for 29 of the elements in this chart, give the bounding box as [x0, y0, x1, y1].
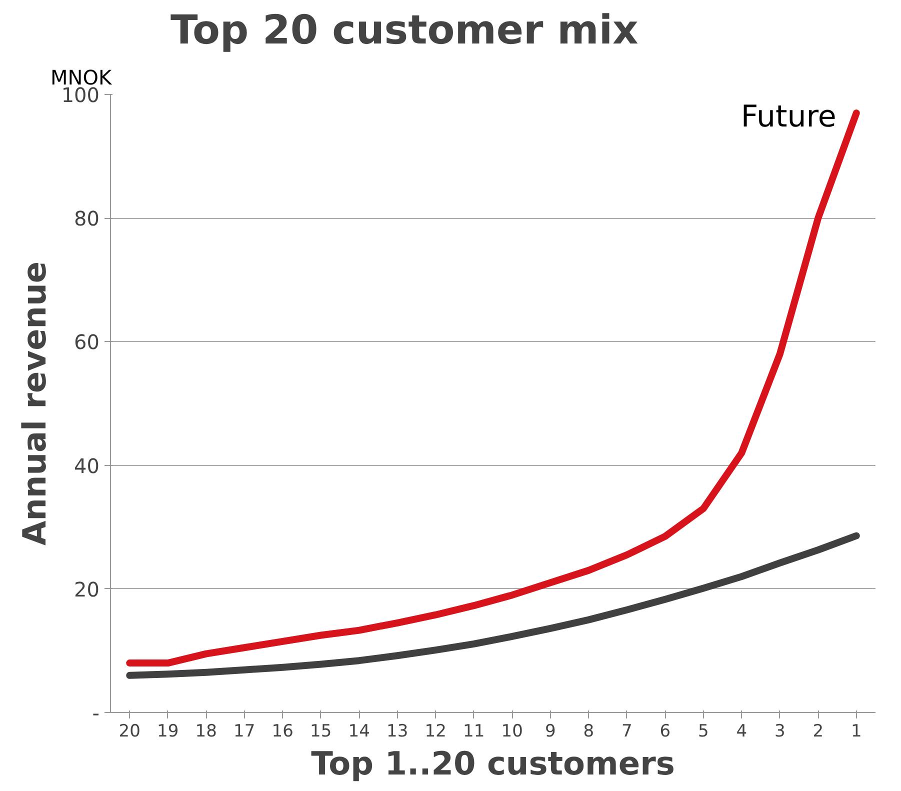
- x-tick-label: 15: [310, 722, 332, 742]
- x-tick-label: 13: [386, 722, 408, 742]
- y-tick-label: 80: [74, 206, 100, 231]
- x-tick-label: 6: [660, 722, 671, 742]
- y-tick-label: 40: [74, 454, 100, 478]
- x-tick-label: 5: [698, 722, 709, 742]
- x-tick-label: 19: [157, 722, 179, 742]
- y-axis-title: Annual revenue: [15, 261, 54, 546]
- x-tick-label: 18: [195, 722, 217, 742]
- x-tick-label: 4: [736, 722, 748, 742]
- x-tick-label: 20: [118, 722, 140, 742]
- x-tick-label: 1: [850, 722, 862, 742]
- x-tick-label: 10: [501, 722, 523, 742]
- x-tick-label: 17: [234, 722, 256, 742]
- x-tick-label: 11: [463, 722, 485, 742]
- y-tick-label: 60: [74, 330, 100, 354]
- x-tick-label: 16: [272, 722, 294, 742]
- x-tick-label: 7: [621, 722, 632, 742]
- y-tick-label: 20: [74, 577, 100, 602]
- x-tick-label: 12: [424, 722, 446, 742]
- x-tick-label: 8: [583, 722, 594, 742]
- x-tick-label: 14: [348, 722, 370, 742]
- x-tick-label: 2: [812, 722, 824, 742]
- x-tick-label: 9: [544, 722, 556, 742]
- y-tick-label: -: [92, 701, 100, 725]
- chart-title: Top 20 customer mix: [170, 8, 639, 54]
- series-label: Future: [740, 100, 836, 134]
- x-axis-title: Top 1..20 customers: [311, 744, 675, 782]
- x-tick-label: 3: [774, 722, 786, 742]
